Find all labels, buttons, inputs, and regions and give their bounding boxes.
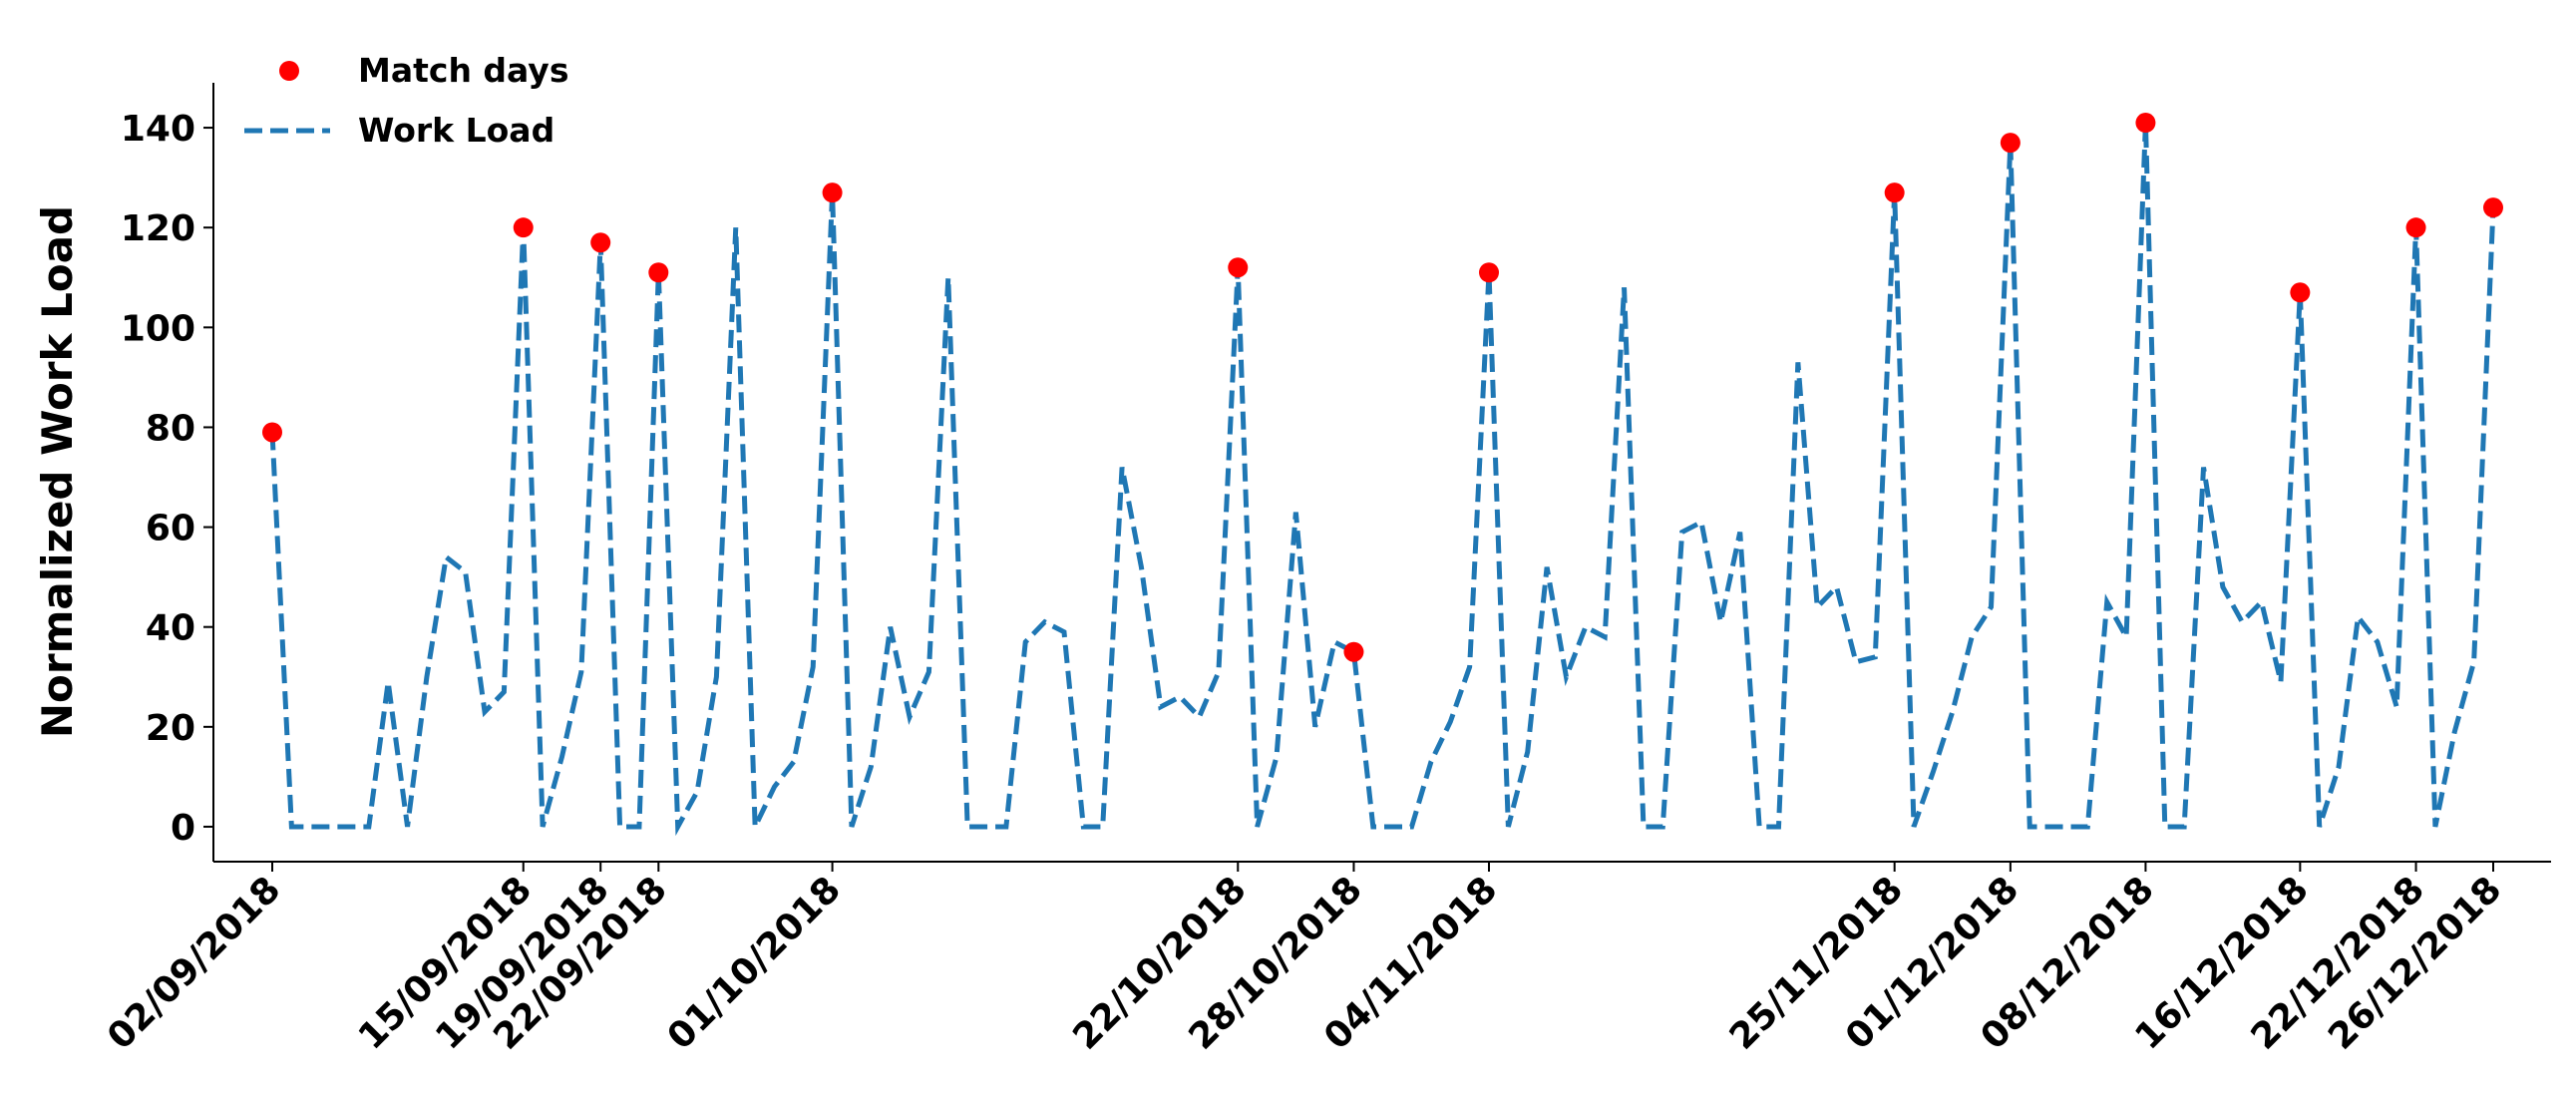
match-day-point	[648, 262, 669, 283]
work-load-line	[269, 122, 2496, 837]
x-tick-label: 01/10/2018	[660, 869, 849, 1057]
match-day-point	[2483, 197, 2503, 218]
y-tick-label: 60	[146, 509, 195, 550]
match-day-point	[513, 217, 534, 238]
legend-label: Match days	[358, 51, 568, 90]
y-axis-label: Normalized Work Load	[33, 205, 82, 738]
y-tick-label: 20	[146, 708, 195, 749]
y-tick-label: 0	[171, 808, 195, 849]
match-day-point	[1479, 262, 1500, 283]
y-tick-label: 80	[146, 408, 195, 449]
y-tick-label: 140	[121, 109, 195, 150]
match-day-point	[2290, 282, 2311, 303]
match-day-point	[590, 232, 611, 253]
match-day-point	[1884, 183, 1905, 203]
y-tick-label: 120	[121, 208, 195, 249]
match-day-point	[262, 422, 282, 443]
match-day-point	[1228, 257, 1249, 278]
match-day-point	[822, 183, 843, 203]
match-day-point	[2405, 217, 2426, 238]
y-tick-label: 40	[146, 608, 195, 649]
match-day-point	[2135, 113, 2156, 134]
legend-marker	[279, 61, 299, 81]
legend-label: Work Load	[358, 111, 554, 150]
y-tick-label: 100	[121, 308, 195, 349]
match-day-point	[1343, 641, 1364, 662]
x-tick-label: 02/09/2018	[100, 869, 288, 1057]
match-day-point	[2000, 133, 2021, 154]
